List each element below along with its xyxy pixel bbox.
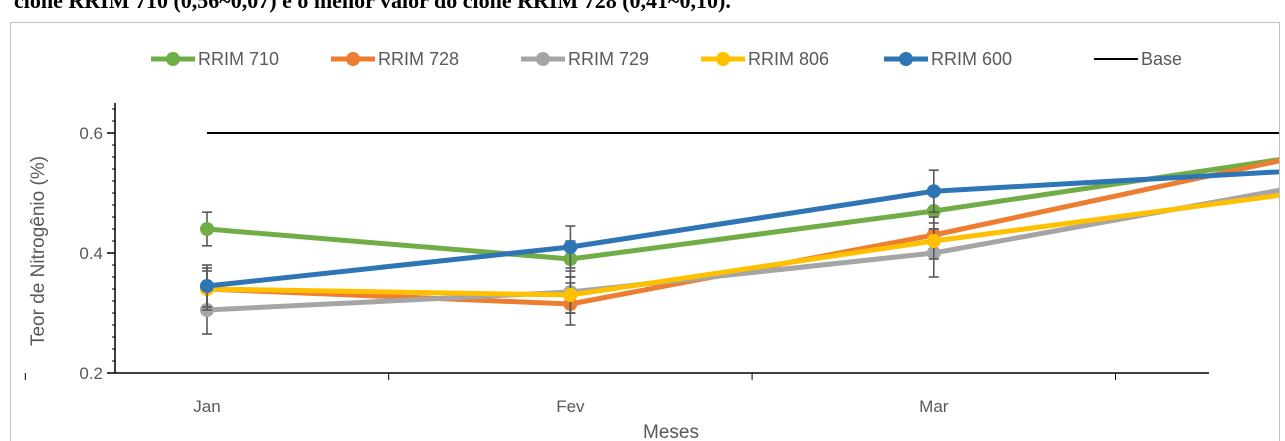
series-line-rrim-728 xyxy=(206,157,1285,307)
caption-fragment: clone RRIM 710 (0,56~0,07) e o menor val… xyxy=(14,0,731,13)
legend-label-rrim-728: RRIM 728 xyxy=(378,49,459,69)
legend-label-base: Base xyxy=(1141,49,1182,69)
legend-label-rrim-710: RRIM 710 xyxy=(198,49,279,69)
legend-label-rrim-729: RRIM 729 xyxy=(568,49,649,69)
legend-marker-rrim-710 xyxy=(166,52,180,66)
data-point-rrim-710 xyxy=(200,222,214,236)
legend-marker-rrim-729 xyxy=(536,52,550,66)
data-point-rrim-600 xyxy=(926,184,941,199)
y-tick-label: 0.6 xyxy=(79,124,103,143)
legend-marker-rrim-728 xyxy=(346,52,360,66)
y-axis-label: Teor de Nitrogênio (%) xyxy=(28,156,49,346)
legend-label-rrim-600: RRIM 600 xyxy=(931,49,1012,69)
legend-label-rrim-806: RRIM 806 xyxy=(748,49,829,69)
y-tick-label: 0.4 xyxy=(79,244,103,263)
legend-marker-rrim-806 xyxy=(716,52,730,66)
data-point-rrim-806 xyxy=(926,234,941,248)
x-tick-label: Jan xyxy=(193,397,220,416)
series-line-rrim-729 xyxy=(206,186,1285,313)
data-point-rrim-806 xyxy=(563,288,578,302)
y-tick-label: 0.2 xyxy=(79,364,103,383)
chart-frame: RRIM 710 RRIM 728 RRIM 729 RRIM 806 RRIM 600… xyxy=(10,22,1285,441)
x-axis-label: Meses xyxy=(643,422,699,441)
series-line-rrim-710 xyxy=(206,156,1285,262)
series-line-rrim-600 xyxy=(206,168,1285,289)
legend: RRIM 710 RRIM 728 RRIM 729 RRIM 806 RRIM 600… xyxy=(151,49,1182,69)
data-point-rrim-600 xyxy=(563,240,578,254)
x-tick-label: Mar xyxy=(919,397,949,416)
plot-area: 0.20.40.6JanFevMarAbrMaiJun xyxy=(24,103,1285,416)
x-tick-label: Fev xyxy=(556,397,585,416)
series-line-rrim-806 xyxy=(206,192,1285,298)
data-point-rrim-600 xyxy=(200,279,214,293)
legend-marker-rrim-600 xyxy=(899,52,913,66)
line-chart: RRIM 710 RRIM 728 RRIM 729 RRIM 806 RRIM 600… xyxy=(24,49,1285,441)
